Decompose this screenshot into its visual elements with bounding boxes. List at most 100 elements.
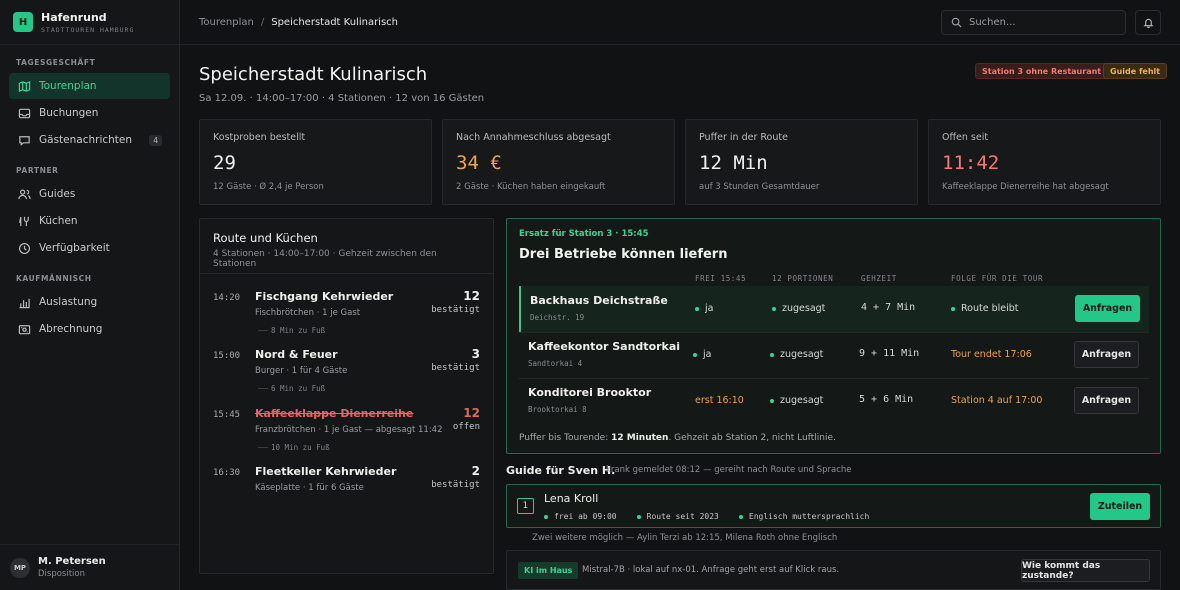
sidebar-item-label: Tourenplan bbox=[39, 80, 97, 92]
stat-note: Kaffeeklappe Dienerreihe hat abgesagt bbox=[942, 182, 1109, 192]
guide-tags: frei ab 09:00 Route seit 2023 Englisch m… bbox=[544, 512, 889, 521]
walk-connector bbox=[258, 388, 268, 389]
avatar: MP bbox=[10, 557, 30, 578]
business-address: Brooktorkai 8 bbox=[528, 405, 587, 414]
status-dot bbox=[544, 514, 548, 519]
user-profile[interactable]: MP M. Petersen Disposition bbox=[0, 544, 179, 590]
stat-note: auf 3 Stunden Gesamtdauer bbox=[699, 182, 820, 192]
ai-text: Mistral-7B · lokal auf nx-01. Anfrage ge… bbox=[582, 565, 840, 575]
walk-time: 10 Min zu Fuß bbox=[271, 443, 330, 452]
explain-button[interactable]: Wie kommt das zustande? bbox=[1021, 559, 1150, 582]
status-badge-station: Station 3 ohne Restaurant bbox=[975, 63, 1109, 79]
sidebar-item-auslastung[interactable]: Auslastung bbox=[9, 289, 170, 315]
portions-cell: zugesagt bbox=[772, 303, 825, 314]
search-placeholder: Suchen... bbox=[969, 17, 1016, 28]
walk-cell: 9 + 11 Min bbox=[859, 348, 920, 359]
request-button[interactable]: Anfragen bbox=[1074, 341, 1139, 368]
stop-time: 14:20 bbox=[213, 293, 241, 303]
business-name: Backhaus Deichstraße bbox=[530, 294, 668, 307]
business-address: Deichstr. 19 bbox=[530, 313, 585, 322]
sidebar-item-guides[interactable]: Guides bbox=[9, 181, 170, 207]
stop-name: Fischgang Kehrwieder bbox=[255, 290, 394, 303]
sidebar-item-gaestenachrichten[interactable]: Gästenachrichten 4 bbox=[9, 127, 170, 153]
route-stop[interactable]: 14:20 Fischgang Kehrwieder Fischbrötchen… bbox=[200, 287, 493, 337]
status-dot bbox=[636, 514, 641, 519]
status-dot bbox=[772, 306, 776, 311]
route-stop[interactable]: 16:30 Fleetkeller Kehrwieder Käseplatte … bbox=[200, 462, 493, 512]
breadcrumb-current: Speicherstadt Kulinarisch bbox=[271, 16, 399, 28]
ai-badge: KI im Haus bbox=[518, 562, 579, 579]
free-cell: ja bbox=[695, 303, 713, 314]
stat-value: 11:42 bbox=[942, 152, 1000, 174]
stop-detail: Fischbrötchen · 1 je Gast bbox=[255, 308, 361, 318]
stop-status: offen bbox=[452, 422, 480, 432]
stop-name: Nord & Feuer bbox=[255, 348, 338, 361]
users-icon bbox=[17, 187, 31, 201]
stat-label: Kostproben bestellt bbox=[213, 132, 306, 143]
guide-tag-text: Route seit 2023 bbox=[646, 512, 719, 521]
stop-status: bestätigt bbox=[431, 305, 480, 315]
request-button[interactable]: Anfragen bbox=[1074, 387, 1139, 414]
route-panel: Route und Küchen 4 Stationen · 14:00–17:… bbox=[199, 218, 494, 574]
footer-buffer: 12 Minuten bbox=[611, 433, 669, 443]
guide-name: Lena Kroll bbox=[544, 492, 599, 505]
table-row[interactable]: Backhaus Deichstraße Deichstr. 19 ja zug… bbox=[519, 286, 1149, 332]
free-value: ja bbox=[705, 303, 714, 314]
business-name: Konditorei Brooktor bbox=[528, 386, 652, 399]
portions-value: zugesagt bbox=[782, 303, 826, 314]
sidebar-item-label: Guides bbox=[39, 188, 76, 200]
guide-note: krank gemeldet 08:12 — gereiht nach Rout… bbox=[606, 465, 852, 475]
breadcrumb-tourenplan[interactable]: Tourenplan bbox=[199, 16, 254, 28]
rank-badge: 1 bbox=[517, 498, 534, 514]
guide-tag: Route seit 2023 bbox=[636, 512, 729, 521]
receipt-icon bbox=[17, 322, 31, 336]
divider bbox=[519, 332, 1149, 333]
status-badge-guide: Guide fehlt bbox=[1103, 63, 1168, 79]
stat-value: 29 bbox=[213, 152, 236, 174]
assign-button[interactable]: Zuteilen bbox=[1090, 493, 1150, 520]
sidebar-item-buchungen[interactable]: Buchungen bbox=[9, 100, 170, 126]
bell-icon bbox=[1143, 18, 1153, 28]
search-icon bbox=[951, 17, 962, 28]
search-input[interactable]: Suchen... bbox=[941, 10, 1126, 35]
sidebar-item-verfuegbarkeit[interactable]: Verfügbarkeit bbox=[9, 235, 170, 261]
notifications-button[interactable] bbox=[1135, 10, 1161, 35]
stat-card-abgesagt: Nach Annahmeschluss abgesagt 34 € 2 Gäst… bbox=[442, 119, 675, 205]
guide-tag-text: frei ab 09:00 bbox=[554, 512, 617, 521]
table-row[interactable]: Konditorei Brooktor Brooktorkai 8 erst 1… bbox=[519, 378, 1149, 424]
stop-status: bestätigt bbox=[431, 480, 480, 490]
brand[interactable]: H Hafenrund STADTTOUREN HAMBURG bbox=[0, 0, 179, 45]
stat-label: Nach Annahmeschluss abgesagt bbox=[456, 132, 611, 143]
guide-tag-text: Englisch muttersprachlich bbox=[748, 512, 870, 521]
status-dot bbox=[951, 306, 955, 311]
replacement-panel: Ersatz für Station 3 · 15:45 Drei Betrie… bbox=[506, 218, 1161, 454]
free-cell: ja bbox=[693, 349, 711, 360]
effect-cell: Route bleibt bbox=[951, 303, 1019, 314]
effect-cell: Station 4 auf 17:00 bbox=[951, 395, 1043, 406]
table-row[interactable]: Kaffeekontor Sandtorkai Sandtorkai 4 ja … bbox=[519, 332, 1149, 378]
brand-logo: H bbox=[13, 12, 33, 32]
stop-time: 15:45 bbox=[213, 410, 241, 420]
page-title: Speicherstadt Kulinarisch bbox=[199, 64, 428, 85]
guide-candidate-card[interactable]: 1 Lena Kroll frei ab 09:00 Route seit 20… bbox=[506, 484, 1161, 528]
stat-card-puffer: Puffer in der Route 12 Min auf 3 Stunden… bbox=[685, 119, 918, 205]
sidebar-item-label: Abrechnung bbox=[39, 323, 103, 335]
stat-value: 34 € bbox=[456, 152, 502, 174]
stop-detail: Franzbrötchen · 1 je Gast — abgesagt 11:… bbox=[255, 425, 443, 435]
replacement-kicker: Ersatz für Station 3 · 15:45 bbox=[519, 229, 649, 239]
request-button[interactable]: Anfragen bbox=[1075, 295, 1140, 322]
kitchen-icon bbox=[17, 214, 31, 228]
sidebar-item-tourenplan[interactable]: Tourenplan bbox=[9, 73, 170, 99]
stat-card-offen-seit: Offen seit 11:42 Kaffeeklappe Dienerreih… bbox=[928, 119, 1161, 205]
free-value: ja bbox=[703, 349, 712, 360]
route-stop-cancelled[interactable]: 15:45 Kaffeeklappe Dienerreihe Franzbröt… bbox=[200, 404, 493, 454]
guide-tag: Englisch muttersprachlich bbox=[738, 512, 879, 521]
portions-value: zugesagt bbox=[780, 395, 824, 406]
divider bbox=[519, 378, 1149, 379]
stat-value: 12 Min bbox=[699, 152, 768, 174]
route-stop[interactable]: 15:00 Nord & Feuer Burger · 1 für 4 Gäst… bbox=[200, 345, 493, 395]
stop-time: 16:30 bbox=[213, 468, 241, 478]
sidebar-item-kuechen[interactable]: Küchen bbox=[9, 208, 170, 234]
sidebar-item-abrechnung[interactable]: Abrechnung bbox=[9, 316, 170, 342]
stop-detail: Käseplatte · 1 für 6 Gäste bbox=[255, 483, 364, 493]
